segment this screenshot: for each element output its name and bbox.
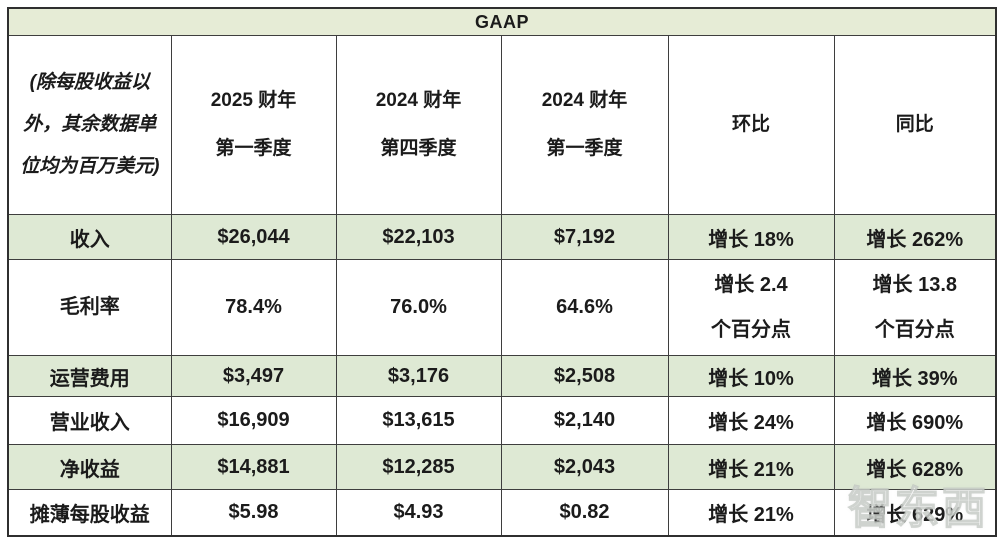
- cell-yoy: 增长 629%: [833, 489, 997, 537]
- table-title: GAAP: [7, 7, 997, 36]
- cell-yoy: 增长 13.8 个百分点: [833, 259, 997, 356]
- col-header-fy24q1: 2024 财年 第一季度: [500, 35, 669, 215]
- cell-fy24q4: 76.0%: [335, 259, 502, 356]
- table-title-row: GAAP: [7, 7, 997, 36]
- col-header-line: 第一季度: [215, 138, 292, 159]
- cell-fy24q4: $22,103: [335, 214, 502, 260]
- row-label: 净收益: [7, 444, 172, 490]
- cell-fy24q4: $3,176: [335, 355, 502, 397]
- cell-fy24q1: $0.82: [500, 489, 669, 537]
- cell-yoy: 增长 628%: [833, 444, 997, 490]
- table-row-net-income: 净收益 $14,881 $12,285 $2,043 增长 21% 增长 628…: [7, 444, 997, 490]
- col-header-qoq: 环比: [667, 35, 835, 215]
- row-label: 运营费用: [7, 355, 172, 397]
- cell-fy25q1: $3,497: [170, 355, 337, 397]
- col-header-line: 第一季度: [546, 138, 623, 159]
- table-row-operating-income: 营业收入 $16,909 $13,615 $2,140 增长 24% 增长 69…: [7, 396, 997, 445]
- cell-fy25q1: $14,881: [170, 444, 337, 490]
- col-header-line: 环比: [731, 114, 770, 135]
- cell-fy24q4: $13,615: [335, 396, 502, 445]
- cell-fy25q1: $16,909: [170, 396, 337, 445]
- row-label: 摊薄每股收益: [7, 489, 172, 537]
- col-header-fy25q1: 2025 财年 第一季度: [170, 35, 337, 215]
- table-row-diluted-eps: 摊薄每股收益 $5.98 $4.93 $0.82 增长 21% 增长 629%: [7, 489, 997, 537]
- col-header-line: 2025 财年: [210, 90, 297, 111]
- cell-qoq: 增长 10%: [667, 355, 835, 397]
- col-header-line: 2024 财年: [375, 90, 462, 111]
- row-label: 毛利率: [7, 259, 172, 356]
- row-label: 收入: [7, 214, 172, 260]
- table-row-revenue: 收入 $26,044 $22,103 $7,192 增长 18% 增长 262%: [7, 214, 997, 260]
- cell-fy24q1: $2,508: [500, 355, 669, 397]
- cell-qoq: 增长 18%: [667, 214, 835, 260]
- cell-fy24q4: $12,285: [335, 444, 502, 490]
- row-label: 营业收入: [7, 396, 172, 445]
- table-row-operating-expenses: 运营费用 $3,497 $3,176 $2,508 增长 10% 增长 39%: [7, 355, 997, 397]
- cell-qoq: 增长 2.4 个百分点: [667, 259, 835, 356]
- cell-fy25q1: $5.98: [170, 489, 337, 537]
- cell-qoq: 增长 21%: [667, 489, 835, 537]
- units-note: (除每股收益以外，其余数据单位均为百万美元): [7, 35, 172, 215]
- table-header-row: (除每股收益以外，其余数据单位均为百万美元) 2025 财年 第一季度 2024…: [7, 35, 997, 215]
- cell-yoy: 增长 690%: [833, 396, 997, 445]
- cell-yoy: 增长 39%: [833, 355, 997, 397]
- cell-fy25q1: 78.4%: [170, 259, 337, 356]
- col-header-line: 2024 财年: [541, 90, 628, 111]
- cell-fy24q1: 64.6%: [500, 259, 669, 356]
- gaap-results-table: GAAP (除每股收益以外，其余数据单位均为百万美元) 2025 财年 第一季度…: [7, 7, 998, 537]
- cell-fy24q1: $2,140: [500, 396, 669, 445]
- cell-fy24q1: $7,192: [500, 214, 669, 260]
- cell-fy24q1: $2,043: [500, 444, 669, 490]
- cell-qoq: 增长 21%: [667, 444, 835, 490]
- table-row-gross-margin: 毛利率 78.4% 76.0% 64.6% 增长 2.4 个百分点 增长 13.…: [7, 259, 997, 356]
- cell-fy25q1: $26,044: [170, 214, 337, 260]
- col-header-line: 第四季度: [380, 138, 457, 159]
- cell-yoy: 增长 262%: [833, 214, 997, 260]
- col-header-fy24q4: 2024 财年 第四季度: [335, 35, 502, 215]
- cell-fy24q4: $4.93: [335, 489, 502, 537]
- cell-qoq: 增长 24%: [667, 396, 835, 445]
- col-header-yoy: 同比: [833, 35, 997, 215]
- col-header-line: 同比: [895, 114, 934, 135]
